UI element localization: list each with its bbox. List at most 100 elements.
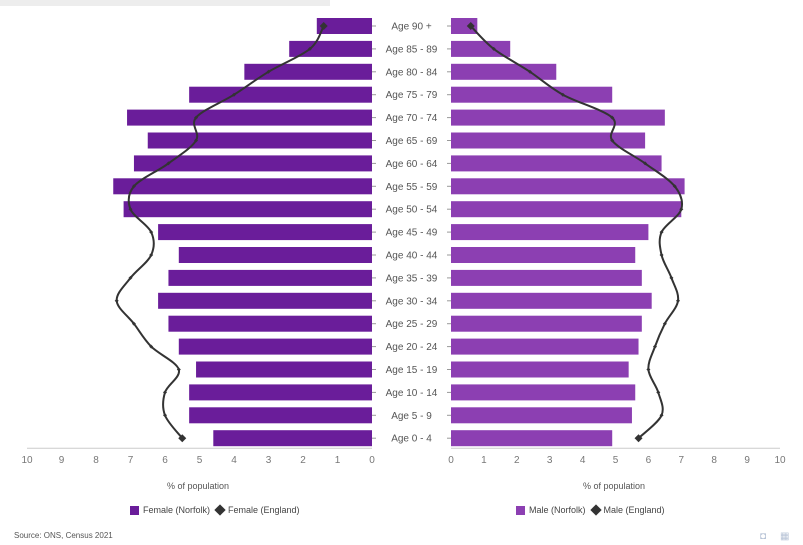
point-male-england <box>659 413 664 418</box>
point-male-england <box>634 434 643 443</box>
x-tick-label-left: 4 <box>231 455 237 466</box>
point-male-england <box>527 69 532 74</box>
bar-male-norfolk <box>451 155 662 172</box>
x-tick-label-right: 6 <box>646 455 652 466</box>
point-male-england <box>610 115 615 120</box>
point-female-england <box>232 92 236 97</box>
legend-label-female-england: Female (England) <box>228 505 300 515</box>
x-axis-title-left: % of population <box>167 481 229 491</box>
x-tick-label-right: 7 <box>679 455 685 466</box>
source-note: Source: ONS, Census 2021 <box>14 531 113 540</box>
age-group-label: Age 25 - 29 <box>386 319 438 330</box>
bar-male-norfolk <box>451 407 632 424</box>
point-male-england <box>676 298 681 303</box>
bar-male-norfolk <box>451 40 511 57</box>
bar-male-norfolk <box>451 132 646 149</box>
bar-male-norfolk <box>451 384 636 401</box>
legend-male: Male (Norfolk) Male (England) <box>516 504 665 516</box>
bar-male-norfolk <box>451 361 629 378</box>
age-group-label: Age 20 - 24 <box>386 342 438 353</box>
x-axis-title-right: % of population <box>583 481 645 491</box>
point-female-england <box>114 298 119 303</box>
x-tick-label-right: 5 <box>613 455 619 466</box>
legend-label-female-norfolk: Female (Norfolk) <box>143 505 211 515</box>
x-tick-label-left: 5 <box>197 455 203 466</box>
point-female-england <box>176 367 181 372</box>
bar-male-norfolk <box>451 430 613 447</box>
bar-female-norfolk <box>178 338 372 355</box>
age-group-label: Age 40 - 44 <box>386 251 438 262</box>
age-group-label: Age 50 - 54 <box>386 205 438 216</box>
bar-female-norfolk <box>168 315 372 332</box>
bar-female-norfolk <box>113 178 372 195</box>
point-female-england <box>149 230 154 235</box>
bar-female-norfolk <box>289 40 372 57</box>
legend-marker-male-england <box>589 504 602 516</box>
point-female-england <box>163 413 167 418</box>
age-group-label: Age 5 - 9 <box>391 411 432 422</box>
x-tick-label-left: 1 <box>335 455 341 466</box>
x-tick-label-left: 10 <box>21 455 33 466</box>
bar-male-norfolk <box>451 269 642 286</box>
point-male-england <box>659 230 664 235</box>
age-group-label: Age 10 - 14 <box>386 388 438 399</box>
bar-male-norfolk <box>451 247 636 263</box>
point-female-england <box>194 138 199 143</box>
point-female-england <box>131 184 136 189</box>
age-group-label: Age 85 - 89 <box>386 44 438 55</box>
legend-swatch-male-norfolk <box>516 505 525 515</box>
point-female-england <box>307 46 312 51</box>
point-male-england <box>652 344 657 349</box>
point-female-england <box>149 253 154 257</box>
bar-male-norfolk <box>451 338 639 355</box>
x-tick-label-right: 3 <box>547 455 553 466</box>
point-male-england <box>656 390 661 395</box>
x-tick-label-left: 7 <box>128 455 134 466</box>
bar-male-norfolk <box>451 109 665 126</box>
bar-female-norfolk <box>189 384 372 401</box>
point-female-england <box>194 115 199 120</box>
age-group-label: Age 30 - 34 <box>386 296 438 307</box>
point-male-england <box>669 275 674 280</box>
age-group-label: Age 35 - 39 <box>386 273 438 284</box>
point-female-england <box>128 275 133 280</box>
point-male-england <box>560 92 565 97</box>
age-group-label: Age 15 - 19 <box>386 365 438 376</box>
legend-label-male-norfolk: Male (Norfolk) <box>529 505 586 515</box>
point-male-england <box>672 184 677 189</box>
bar-male-norfolk <box>451 315 642 332</box>
x-tick-label-right: 0 <box>448 455 454 466</box>
point-male-england <box>643 161 648 166</box>
age-group-label: Age 80 - 84 <box>386 67 438 78</box>
x-tick-label-right: 2 <box>514 455 520 466</box>
bar-female-norfolk <box>127 109 372 126</box>
camera-icon[interactable]: ◘ <box>760 531 767 542</box>
point-male-england <box>679 207 684 212</box>
age-group-label: Age 0 - 4 <box>391 434 432 445</box>
age-group-label: Age 65 - 69 <box>386 136 438 147</box>
legend-female: Female (Norfolk) Female (England) <box>130 504 300 516</box>
point-male-england <box>662 321 667 326</box>
point-male-england <box>491 46 496 51</box>
bar-male-norfolk <box>451 63 557 80</box>
bar-male-norfolk <box>451 86 613 103</box>
grid-icon[interactable]: ▦ <box>780 531 790 542</box>
clipped-title-strip <box>0 0 330 6</box>
x-tick-label-right: 4 <box>580 455 586 466</box>
age-group-label: Age 70 - 74 <box>386 113 438 124</box>
x-tick-label-left: 8 <box>93 455 99 466</box>
age-group-label: Age 75 - 79 <box>386 90 438 101</box>
bar-female-norfolk <box>189 407 372 424</box>
bar-female-norfolk <box>196 361 372 378</box>
bar-male-norfolk <box>451 224 649 241</box>
bar-female-norfolk <box>123 201 372 218</box>
point-female-england <box>149 344 154 349</box>
bar-female-norfolk <box>244 63 372 80</box>
age-group-label: Age 55 - 59 <box>386 182 438 193</box>
x-tick-label-left: 9 <box>59 455 65 466</box>
age-group-label: Age 90 + <box>391 22 431 33</box>
bar-female-norfolk <box>158 292 372 309</box>
x-tick-label-left: 6 <box>162 455 168 466</box>
age-group-label: Age 60 - 64 <box>386 159 438 170</box>
x-tick-label-right: 8 <box>711 455 717 466</box>
